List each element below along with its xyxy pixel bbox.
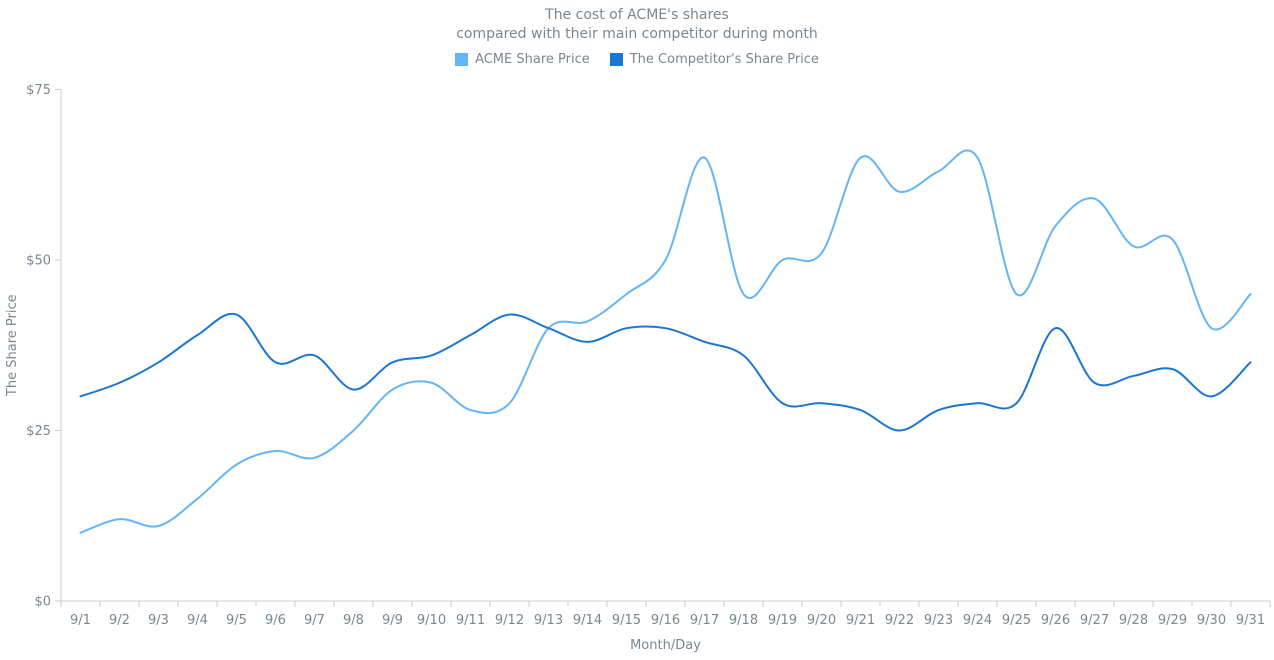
- legend-swatch-acme: [455, 53, 469, 66]
- x-axis-tick-label: 9/11: [456, 613, 485, 628]
- legend-item-acme[interactable]: ACME Share Price: [455, 52, 590, 67]
- legend-swatch-competitor: [609, 53, 623, 66]
- x-axis-tick-label: 9/4: [187, 613, 208, 628]
- y-axis-tick-label: $75: [26, 83, 51, 98]
- x-axis-tick-label: 9/30: [1197, 613, 1226, 628]
- x-axis-tick-label: 9/15: [612, 613, 641, 628]
- x-axis-tick-label: 9/3: [148, 613, 169, 628]
- x-axis-tick-label: 9/12: [495, 613, 524, 628]
- x-axis-tick-label: 9/28: [1119, 613, 1148, 628]
- x-axis-tick-label: 9/27: [1080, 613, 1109, 628]
- x-axis-tick-label: 9/7: [304, 613, 325, 628]
- chart-title: The cost of ACME's shares compared with …: [0, 6, 1274, 44]
- y-axis-tick-label: $50: [26, 254, 51, 269]
- x-axis-tick-label: 9/14: [573, 613, 602, 628]
- x-axis-tick-label: 9/23: [924, 613, 953, 628]
- competitor-series-line: [79, 312, 1252, 432]
- y-axis-title: The Share Price: [5, 294, 20, 397]
- chart-title-line1: The cost of ACME's shares: [545, 7, 729, 23]
- x-axis-title: Month/Day: [630, 638, 701, 653]
- x-axis-tick-label: 9/1: [70, 613, 91, 628]
- x-axis-tick-label: 9/8: [343, 613, 364, 628]
- x-axis-tick-label: 9/21: [846, 613, 875, 628]
- x-axis-tick-label: 9/29: [1158, 613, 1187, 628]
- x-axis-tick-label: 9/6: [265, 613, 286, 628]
- legend: ACME Share Price The Competitor's Share P…: [0, 52, 1274, 67]
- x-axis-tick-label: 9/2: [109, 613, 130, 628]
- acme-series-line: [79, 149, 1252, 534]
- legend-label-competitor: The Competitor's Share Price: [629, 52, 819, 67]
- x-axis-tick-label: 9/22: [885, 613, 914, 628]
- x-axis-tick-label: 9/16: [651, 613, 680, 628]
- y-axis-tick-label: $25: [26, 424, 51, 439]
- x-axis-tick-label: 9/18: [729, 613, 758, 628]
- x-axis-tick-label: 9/13: [534, 613, 563, 628]
- legend-label-acme: ACME Share Price: [475, 52, 590, 67]
- x-axis-tick-label: 9/17: [690, 613, 719, 628]
- x-axis-tick-label: 9/19: [768, 613, 797, 628]
- y-axis-tick-label: $0: [34, 595, 51, 610]
- x-axis-tick-label: 9/10: [417, 613, 446, 628]
- x-axis-tick-label: 9/5: [226, 613, 247, 628]
- x-axis-tick-label: 9/25: [1002, 613, 1031, 628]
- x-axis-tick-label: 9/26: [1041, 613, 1070, 628]
- x-axis-tick-label: 9/9: [382, 613, 403, 628]
- chart-title-line2: compared with their main competitor duri…: [456, 26, 818, 42]
- legend-item-competitor[interactable]: The Competitor's Share Price: [609, 52, 819, 67]
- x-axis-tick-label: 9/31: [1236, 613, 1265, 628]
- x-axis-tick-label: 9/24: [963, 613, 992, 628]
- x-axis-tick-label: 9/20: [807, 613, 836, 628]
